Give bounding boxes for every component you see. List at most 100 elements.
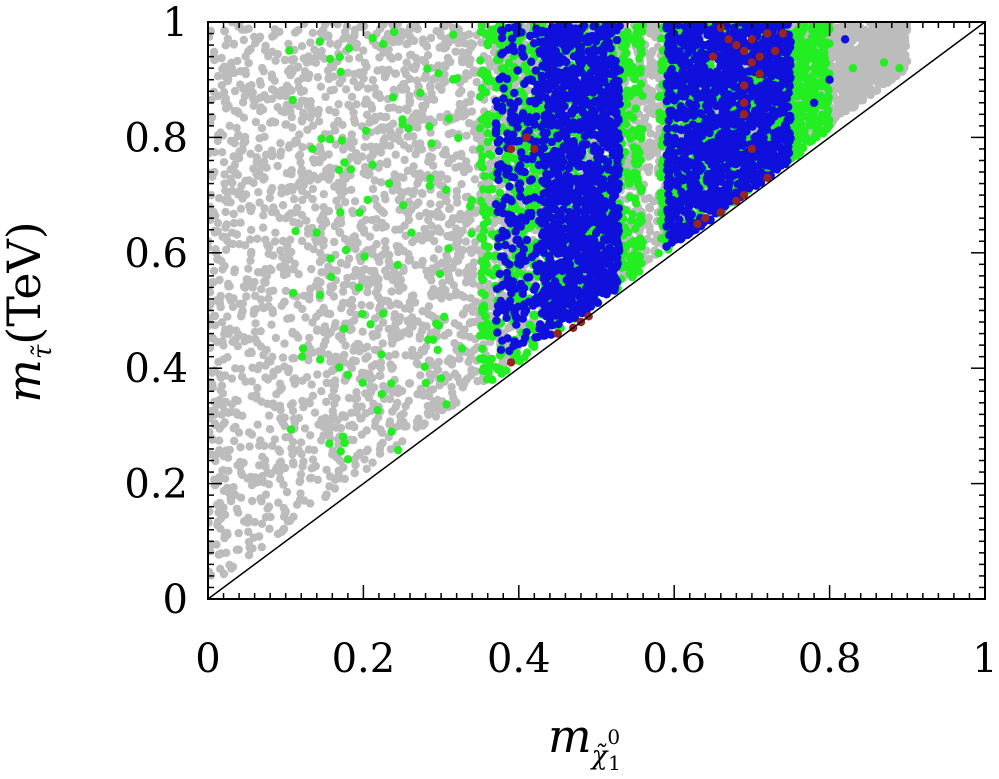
scatter-point: [230, 265, 239, 274]
scatter-point: [225, 121, 234, 130]
scatter-point: [244, 264, 253, 273]
scatter-point: [217, 256, 226, 266]
scatter-point: [469, 346, 479, 355]
scatter-point: [271, 208, 280, 217]
scatter-point: [231, 364, 240, 373]
scatter-point: [390, 314, 399, 323]
scatter-point: [350, 25, 360, 34]
scatter-point: [224, 466, 233, 476]
scatter-point: [289, 265, 298, 274]
scatter-point: [275, 401, 285, 410]
scatter-point: [424, 267, 433, 276]
scatter-point: [403, 316, 412, 325]
scatter-point: [278, 201, 288, 210]
scatter-point: [235, 457, 245, 467]
scatter-point: [357, 402, 366, 411]
scatter-point: [465, 245, 474, 255]
scatter-point: [367, 115, 376, 125]
scatter-point: [447, 382, 456, 392]
scatter-point: [213, 136, 222, 146]
scatter-point: [226, 68, 236, 77]
scatter-point: [360, 142, 369, 152]
scatter-point: [289, 460, 298, 469]
scatter-point: [849, 92, 858, 101]
scatter-point: [213, 91, 223, 101]
scatter-point: [426, 199, 435, 208]
scatter-point: [267, 73, 277, 82]
scatter-point: [340, 234, 350, 244]
scatter-point: [384, 352, 393, 361]
scatter-point: [215, 436, 224, 445]
scatter-point: [303, 125, 312, 134]
scatter-point: [264, 302, 273, 311]
scatter-point: [456, 209, 465, 219]
scatter-point: [230, 160, 240, 169]
scatter-point: [330, 475, 340, 484]
scatter-point: [350, 422, 359, 432]
scatter-point: [326, 171, 335, 180]
scatter-point: [398, 188, 407, 197]
scatter-point: [458, 310, 468, 319]
scatter-point: [265, 524, 274, 533]
scatter-point: [436, 29, 445, 38]
scatter-point: [448, 263, 457, 272]
scatter-point: [416, 371, 425, 380]
scatter-point: [291, 136, 300, 145]
scatter-point: [338, 180, 347, 189]
scatter-point: [213, 521, 222, 530]
scatter-point: [320, 322, 330, 331]
scatter-point: [418, 307, 427, 316]
scatter-point: [276, 385, 285, 395]
scatter-point: [288, 354, 297, 363]
scatter-point: [271, 228, 280, 237]
scatter-point: [391, 402, 400, 412]
scatter-point: [245, 442, 254, 451]
scatter-point: [271, 333, 281, 343]
scatter-point: [280, 463, 290, 473]
scatter-point: [331, 108, 340, 117]
scatter-point: [439, 149, 448, 159]
scatter-point: [436, 112, 445, 122]
scatter-point: [244, 527, 253, 536]
scatter-point: [209, 311, 218, 321]
scatter-point: [224, 282, 233, 291]
scatter-point: [287, 112, 296, 122]
scatter-point: [326, 86, 335, 95]
scatter-point: [350, 197, 360, 206]
scatter-point: [247, 377, 256, 386]
scatter-point: [267, 184, 277, 193]
scatter-point: [347, 408, 356, 417]
scatter-point: [257, 519, 267, 528]
scatter-point: [359, 46, 368, 55]
scatter-point: [232, 230, 242, 239]
scatter-point: [428, 385, 438, 394]
scatter-point: [444, 373, 453, 382]
scatter-point: [362, 97, 371, 106]
scatter-point: [378, 207, 387, 216]
scatter-point: [248, 283, 257, 292]
scatter-point: [865, 58, 875, 67]
scatter-point: [423, 401, 432, 411]
scatter-point: [472, 77, 481, 87]
scatter-point: [315, 308, 324, 318]
scatter-point: [322, 490, 331, 499]
scatter-point: [408, 190, 417, 199]
scatter-point: [256, 103, 266, 112]
scatter-point: [225, 445, 234, 455]
scatter-point: [220, 510, 230, 519]
scatter-point: [461, 237, 471, 246]
scatter-point: [360, 228, 369, 237]
scatter-point: [357, 218, 366, 228]
scatter-point: [351, 265, 360, 275]
scatter-point: [388, 119, 398, 128]
scatter-point: [388, 363, 398, 372]
scatter-point: [370, 270, 380, 280]
scatter-point: [378, 318, 388, 327]
scatter-point: [292, 500, 302, 509]
scatter-point: [305, 290, 314, 300]
scatter-point: [894, 24, 904, 34]
scatter-point: [270, 237, 280, 246]
scatter-point: [311, 203, 320, 212]
scatter-point: [244, 24, 253, 33]
scatter-point: [275, 379, 285, 388]
